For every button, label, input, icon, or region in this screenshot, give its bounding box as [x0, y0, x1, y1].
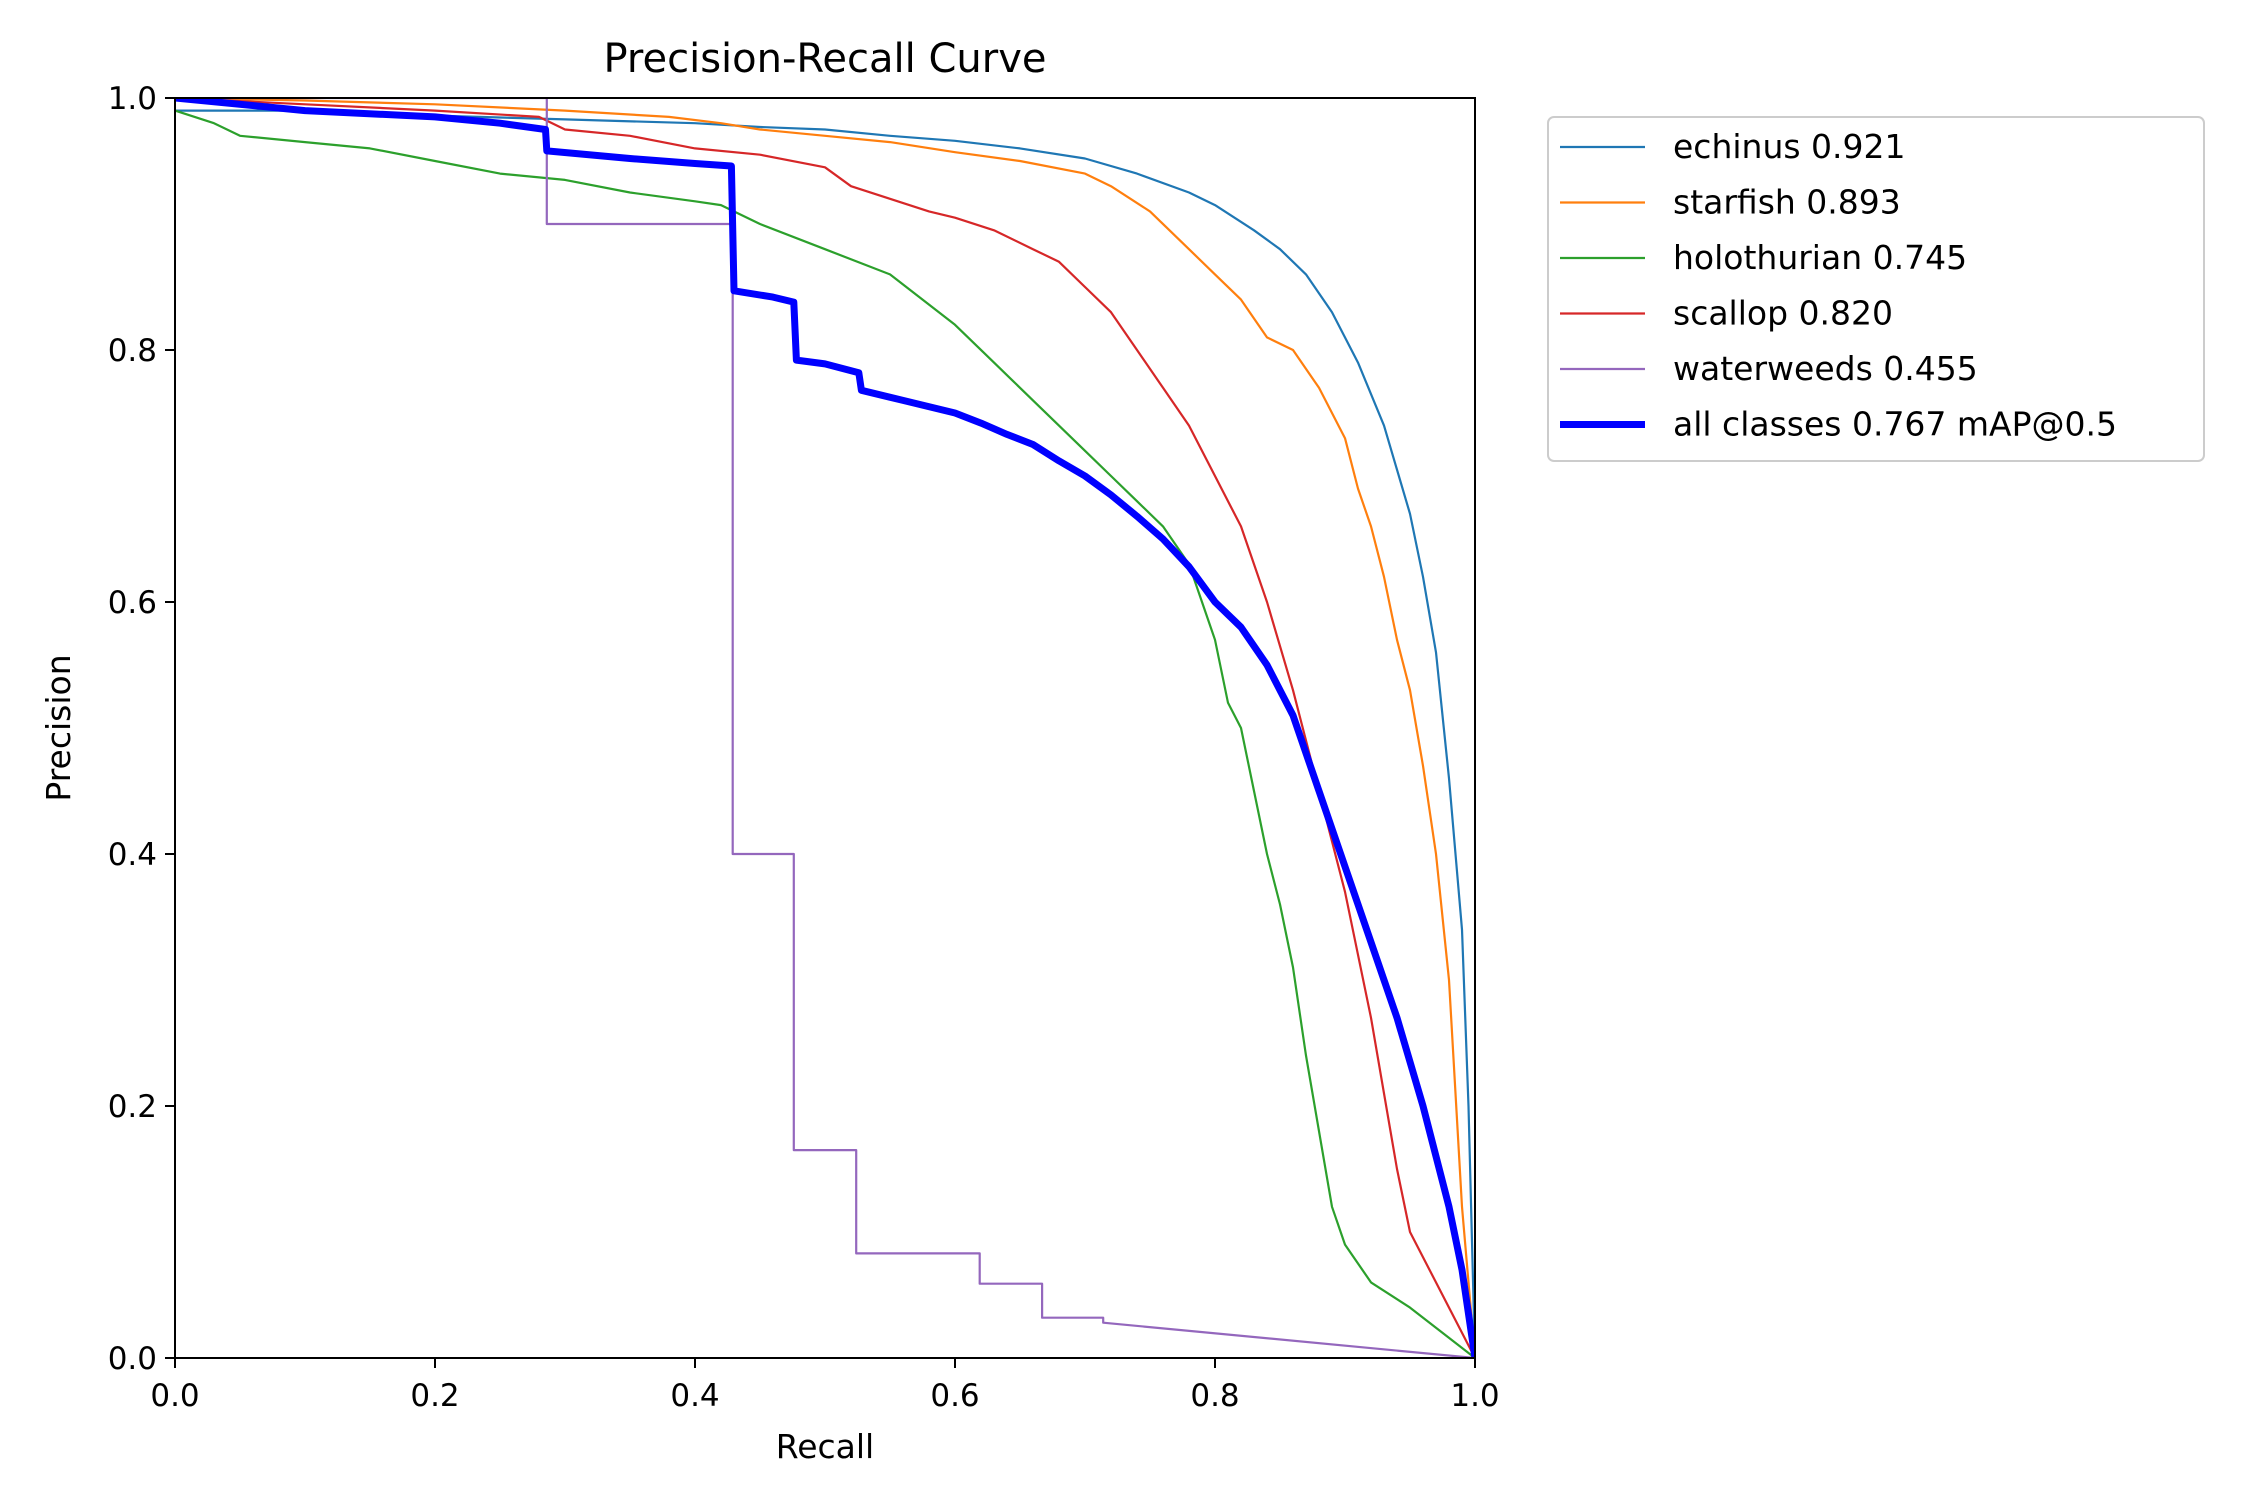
y-tick-label: 0.4 [108, 837, 157, 873]
y-tick-label: 0.8 [108, 333, 157, 369]
x-axis-label: Recall [776, 1427, 874, 1466]
x-tick-label: 0.8 [1190, 1378, 1239, 1414]
y-axis-label: Precision [39, 654, 78, 801]
series-line-waterweeds [175, 98, 1475, 1358]
plot-frame [174, 97, 1476, 1359]
legend-label-waterweeds: waterweeds 0.455 [1673, 349, 1978, 388]
y-tick-label: 0.0 [108, 1341, 157, 1377]
y-tick-label: 1.0 [108, 81, 157, 117]
y-tick-label: 0.2 [108, 1089, 157, 1125]
legend-label-all: all classes 0.767 mAP@0.5 [1673, 405, 2117, 444]
x-tick-label: 0.4 [670, 1378, 719, 1414]
x-tick-label: 0.0 [150, 1378, 199, 1414]
chart-title: Precision-Recall Curve [604, 36, 1047, 82]
series-line-echinus [175, 109, 1475, 1358]
series-layer [175, 98, 1475, 1358]
legend: echinus 0.921 starfish 0.893 holothurian 0… [1547, 116, 2205, 462]
y-tick-label: 0.6 [108, 585, 157, 621]
legend-label-echinus: echinus 0.921 [1673, 127, 1906, 166]
x-axis: 0.0 0.2 0.4 0.6 0.8 1.0 [150, 1358, 1500, 1414]
x-tick-label: 0.2 [410, 1378, 459, 1414]
series-line-holothurian [175, 109, 1475, 1358]
y-axis: 0.0 0.2 0.4 0.6 0.8 1.0 [108, 81, 175, 1377]
x-tick-label: 0.6 [930, 1378, 979, 1414]
series-line-starfish [175, 98, 1475, 1358]
legend-label-starfish: starfish 0.893 [1673, 183, 1901, 222]
series-line-all [175, 98, 1475, 1358]
legend-label-holothurian: holothurian 0.745 [1673, 238, 1967, 277]
x-tick-label: 1.0 [1450, 1378, 1499, 1414]
series-line-scallop [175, 98, 1475, 1358]
legend-label-scallop: scallop 0.820 [1673, 294, 1893, 333]
legend-box [1547, 116, 2205, 462]
